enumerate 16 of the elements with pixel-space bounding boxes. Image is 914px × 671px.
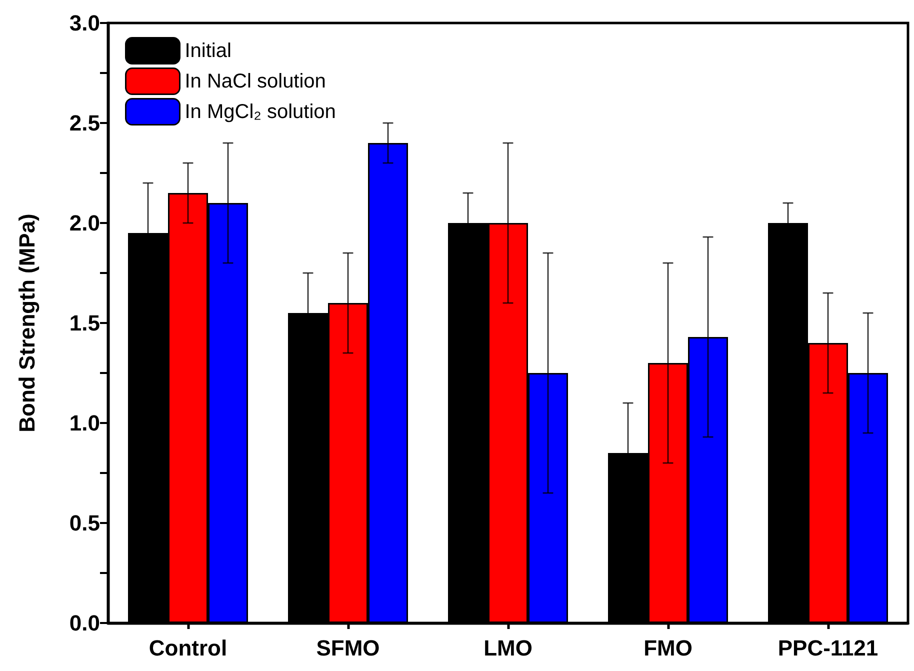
y-axis-title: Bond Strength (MPa)	[14, 214, 40, 432]
legend-label: In MgCl₂ solution	[184, 100, 336, 123]
y-tick-label: 0.0	[69, 610, 100, 636]
y-tick-label: 1.5	[69, 310, 100, 336]
y-tick-label: 0.5	[69, 510, 100, 536]
legend-label: Initial	[184, 40, 232, 62]
y-tick-label: 2.0	[69, 210, 100, 236]
y-tick-label: 3.0	[69, 10, 100, 36]
y-tick-label: 1.0	[69, 410, 100, 436]
x-tick-label: SFMO	[316, 636, 380, 660]
x-tick-label: FMO	[644, 636, 692, 660]
x-tick-label: Control	[148, 636, 228, 660]
legend-label: In NaCl solution	[184, 70, 326, 92]
y-tick-label: 2.5	[69, 110, 100, 136]
x-tick-label: PPC-1121	[778, 636, 878, 660]
x-tick-label: LMO	[484, 636, 532, 660]
